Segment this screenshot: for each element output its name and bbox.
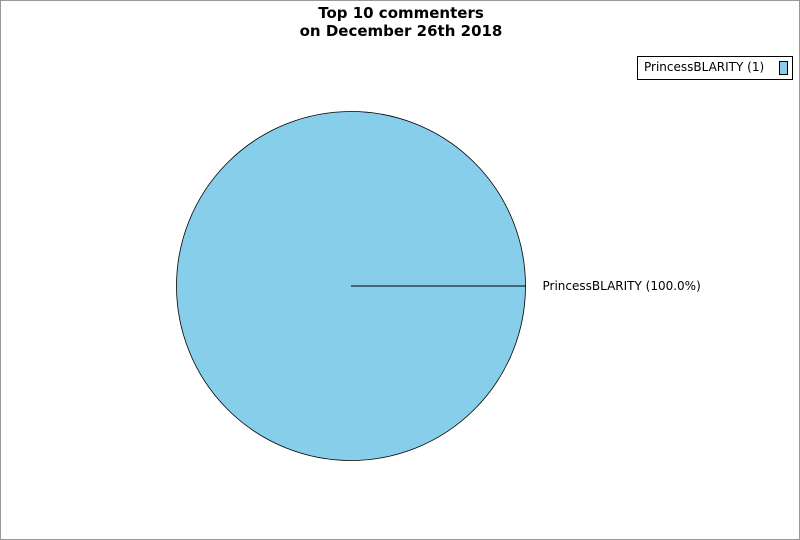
chart-title: Top 10 commenters on December 26th 2018 bbox=[1, 4, 799, 40]
title-line-1: Top 10 commenters bbox=[318, 4, 484, 22]
legend: PrincessBLARITY (1) bbox=[637, 56, 793, 80]
slice-label: PrincessBLARITY (100.0%) bbox=[543, 279, 701, 293]
title-line-2: on December 26th 2018 bbox=[299, 22, 503, 40]
legend-label: PrincessBLARITY (1) bbox=[644, 60, 765, 74]
legend-swatch bbox=[779, 61, 788, 75]
